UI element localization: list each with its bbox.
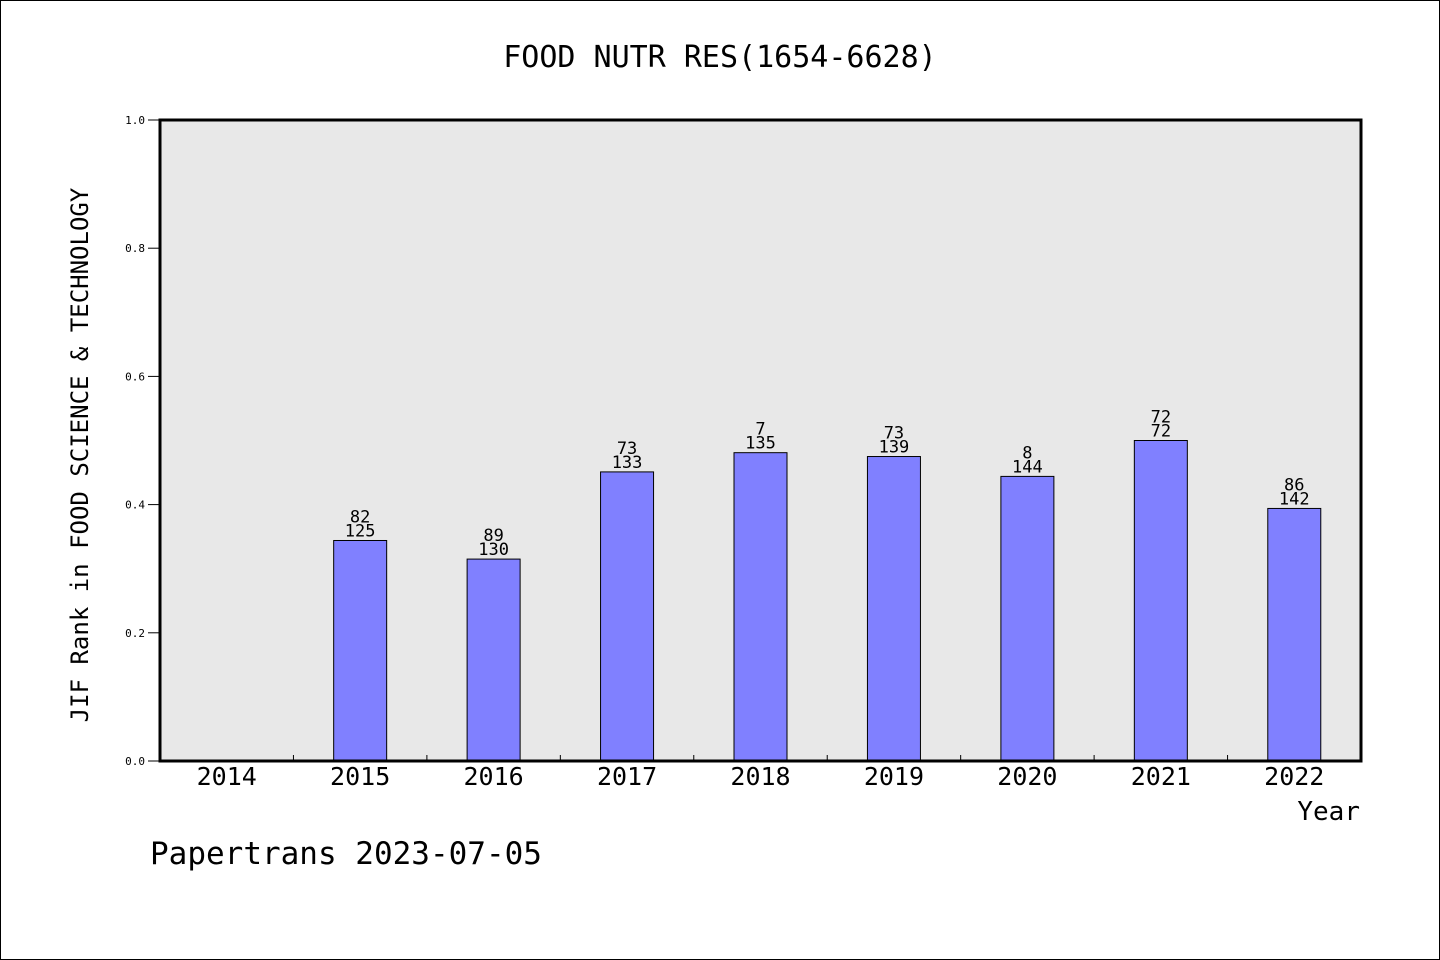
bar-2021 xyxy=(1133,440,1188,762)
y-tick-label: 1.0 xyxy=(125,114,145,127)
y-tick-label: 0.8 xyxy=(125,242,145,255)
y-tick-label: 0.2 xyxy=(125,627,145,640)
bar-total-label-2021: 72 xyxy=(1151,422,1171,442)
bar-total-label-2017: 133 xyxy=(612,453,643,473)
plot-border xyxy=(158,118,1363,763)
bar-2020 xyxy=(1000,475,1055,762)
x-tick-label-2022: 2022 xyxy=(1264,762,1324,791)
y-tick-label: 0.4 xyxy=(125,499,145,512)
bar-rank-label-2017: 73 xyxy=(617,439,637,459)
bar-2019 xyxy=(866,456,921,762)
bar-rank-label-2020: 8 xyxy=(1022,443,1032,463)
bar-rank-label-2019: 73 xyxy=(884,424,904,444)
bar-total-label-2019: 139 xyxy=(879,438,910,458)
bar-rank-label-2016: 89 xyxy=(483,526,503,546)
bar-total-label-2018: 135 xyxy=(745,434,776,454)
bar-total-label-2016: 130 xyxy=(478,540,509,560)
bar-total-label-2020: 144 xyxy=(1012,457,1043,477)
axes: 2014 2015 2016 2017 2018 2019 2020 2021 2022 0.0 0… xyxy=(125,114,1363,791)
bar-2016 xyxy=(466,558,521,762)
chart-title: FOOD NUTR RES(1654-6628) xyxy=(503,40,936,75)
y-axis-label: JIF Rank in FOOD SCIENCE & TECHNOLOGY xyxy=(66,187,94,722)
bar-2017 xyxy=(600,471,655,762)
footer-watermark: Papertrans 2023-07-05 xyxy=(150,836,542,872)
bar-2018 xyxy=(733,452,788,762)
x-tick-label-2015: 2015 xyxy=(330,762,390,791)
x-tick-label-2017: 2017 xyxy=(597,762,657,791)
bar-rank-label-2015: 82 xyxy=(350,507,370,527)
x-tick-label-2021: 2021 xyxy=(1131,762,1191,791)
bar-rank-label-2022: 86 xyxy=(1284,475,1304,495)
bar-2015 xyxy=(333,539,388,762)
x-axis-label: Year xyxy=(1297,797,1360,827)
x-tick-label-2019: 2019 xyxy=(864,762,924,791)
x-tick-label-2020: 2020 xyxy=(997,762,1057,791)
y-tick-label: 0.6 xyxy=(125,370,145,383)
x-tick-label-2014: 2014 xyxy=(197,762,257,791)
bar-total-label-2015: 125 xyxy=(345,521,376,541)
y-tick-label: 0.0 xyxy=(125,755,145,768)
x-tick-label-2018: 2018 xyxy=(730,762,790,791)
bar-2022 xyxy=(1267,507,1322,762)
bar-rank-label-2021: 72 xyxy=(1151,408,1171,428)
x-tick-label-2016: 2016 xyxy=(464,762,524,791)
bar-rank-label-2018: 7 xyxy=(755,420,765,440)
bar-total-label-2022: 142 xyxy=(1279,489,1310,509)
